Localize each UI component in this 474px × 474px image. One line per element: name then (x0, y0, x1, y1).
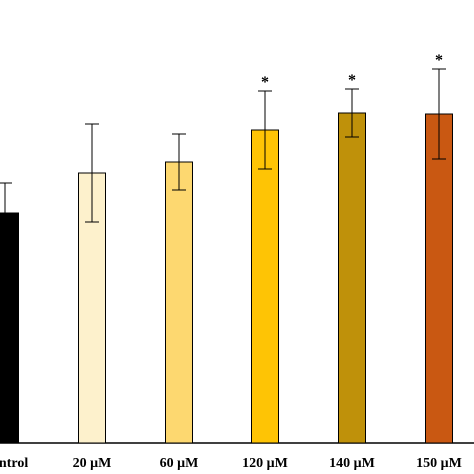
bar-3 (251, 129, 279, 444)
x-tick-labels-group: Control 20 μM 60 μM 120 μM 140 μM 150 μM (0, 456, 462, 471)
significance-marker-5: * (435, 52, 443, 69)
error-bar-2 (172, 133, 186, 191)
x-tick-label-1: 20 μM (73, 456, 112, 471)
significance-marker-4: * (348, 72, 356, 89)
significance-markers-group: * * * (261, 52, 443, 91)
bars-group (0, 112, 453, 444)
x-tick-label-0: Control (0, 456, 28, 471)
bar-2 (165, 161, 193, 444)
significance-marker-3: * (261, 74, 269, 91)
error-bar-4 (345, 88, 359, 138)
bar-5 (425, 113, 453, 444)
bar-0 (0, 212, 19, 444)
error-bar-1 (85, 123, 99, 223)
error-bar-0 (0, 182, 12, 244)
x-tick-label-2: 60 μM (160, 456, 199, 471)
error-bar-3 (258, 90, 272, 170)
x-tick-label-3: 120 μM (242, 456, 288, 471)
x-tick-label-4: 140 μM (329, 456, 375, 471)
error-bar-5 (432, 68, 446, 160)
x-tick-label-5: 150 μM (416, 456, 462, 471)
error-bars-group (0, 68, 446, 244)
bar-4 (338, 112, 366, 444)
